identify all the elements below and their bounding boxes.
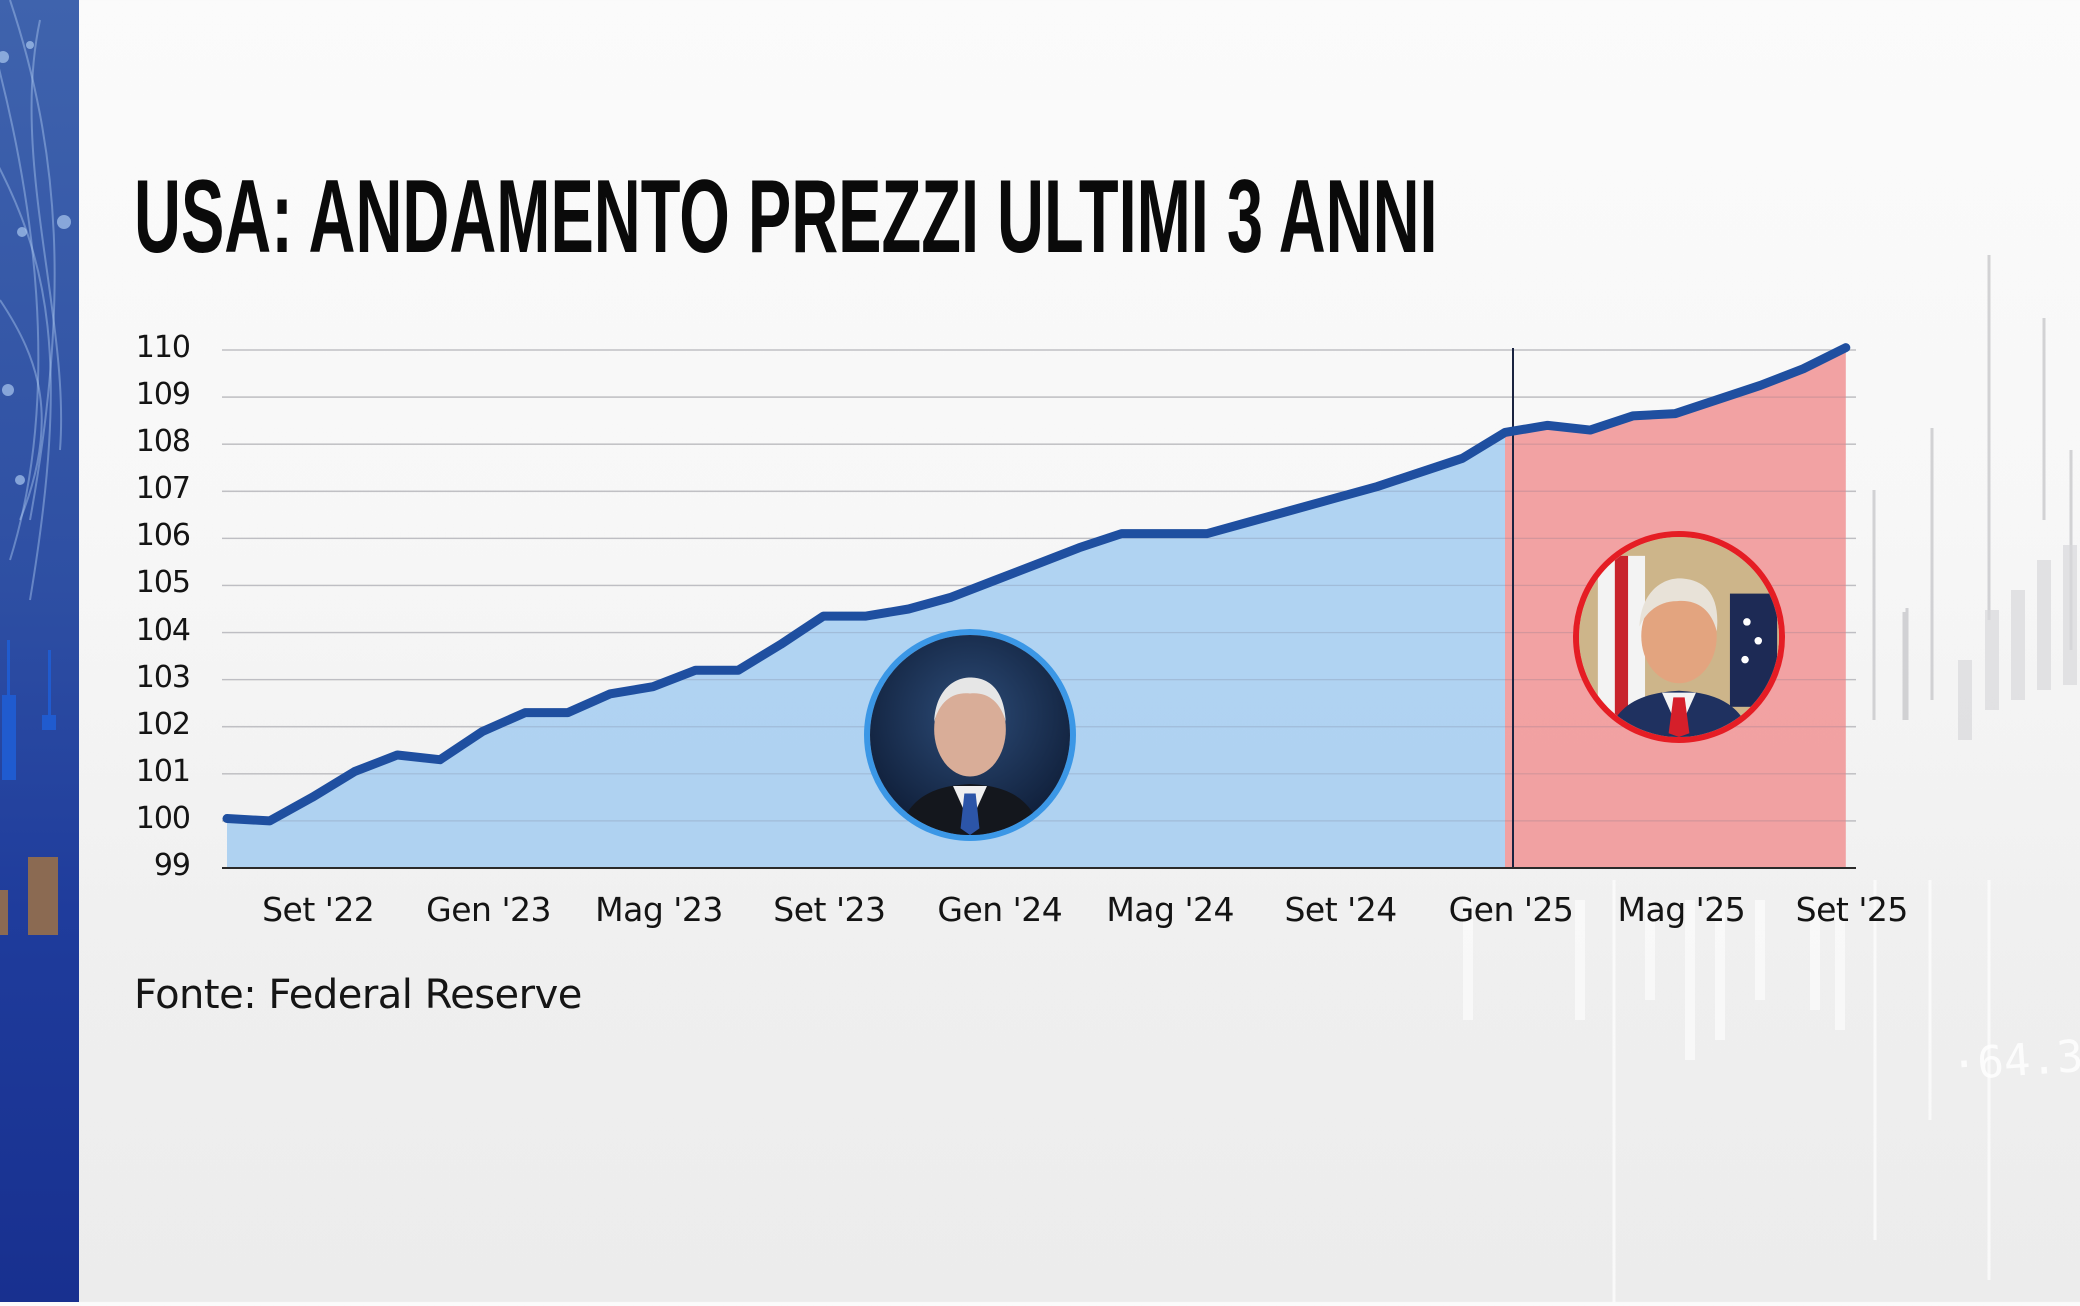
x-tick-label: Mag '25: [1617, 890, 1746, 929]
y-tick-label: 103: [135, 659, 191, 695]
y-tick-label: 107: [135, 471, 191, 507]
x-tick-label: Set '22: [262, 890, 375, 929]
x-tick-label: Set '23: [773, 890, 886, 929]
area-fill-before: [227, 432, 1505, 868]
x-tick-label: Mag '23: [595, 890, 723, 929]
y-tick-label: 100: [135, 800, 191, 836]
y-tick-label: 105: [135, 565, 191, 601]
page-title: USA: ANDAMENTO PREZZI ULTIMI 3 ANNI: [134, 159, 1438, 275]
x-tick-label: Set '25: [1795, 890, 1909, 929]
y-tick-label: 110: [135, 330, 191, 365]
y-tick-label: 108: [135, 424, 191, 460]
left-decorative-strip: [0, 0, 79, 1302]
person-portrait-icon: [870, 635, 1070, 835]
y-tick-label: 109: [135, 377, 191, 413]
x-tick-label: Gen '25: [1448, 890, 1574, 929]
y-tick-label: 104: [135, 612, 191, 648]
x-tick-label: Gen '23: [426, 890, 552, 929]
x-tick-label: Mag '24: [1106, 890, 1235, 929]
y-tick-label: 102: [135, 706, 191, 742]
y-tick-label: 106: [135, 518, 191, 554]
portrait-before-period: [864, 629, 1076, 841]
person-portrait-icon: [1579, 537, 1779, 737]
x-tick-label: Set '24: [1284, 890, 1397, 929]
price-index-line: [222, 343, 1851, 826]
y-tick-label: 99: [153, 848, 191, 883]
y-tick-label: 101: [135, 753, 191, 789]
source-caption: Fonte: Federal Reserve: [134, 972, 582, 1018]
portrait-after-period: [1573, 531, 1785, 743]
network-lines-decoration: [0, 0, 71, 935]
x-tick-label: Gen '24: [937, 890, 1063, 929]
